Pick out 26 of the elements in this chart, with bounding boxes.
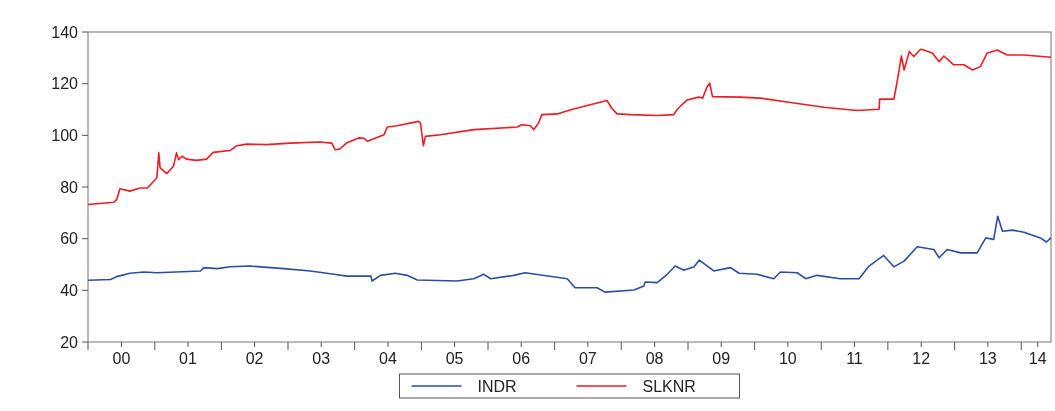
x-tick-label: 08 [645, 350, 664, 367]
x-tick-label: 13 [978, 350, 997, 367]
y-tick-label: 40 [60, 281, 79, 299]
x-tick-label: 05 [445, 350, 464, 367]
x-tick-label: 07 [578, 350, 597, 367]
x-tick-label: 03 [312, 350, 331, 367]
x-tick-label: 04 [379, 350, 398, 367]
x-tick-label: 06 [512, 350, 531, 367]
y-tick-label: 60 [60, 230, 79, 248]
line-series [87, 215, 1052, 293]
x-tick-label: 14 [1028, 350, 1047, 367]
y-tick-label: 120 [51, 75, 79, 93]
x-tick-label: 09 [712, 350, 731, 367]
x-tick-label: 01 [179, 350, 197, 367]
y-tick-label: 80 [60, 178, 79, 196]
legend-label: INDR [477, 377, 517, 395]
y-tick-label: 140 [51, 23, 79, 41]
line-series [87, 48, 1052, 206]
x-tick-label: 11 [846, 350, 863, 367]
x-tick-label: 10 [778, 350, 797, 367]
x-tick-label: 02 [245, 350, 264, 367]
y-tick-label: 20 [60, 333, 79, 351]
y-tick-label: 100 [51, 126, 79, 144]
legend-label: SLKNR [642, 377, 696, 395]
x-tick-label: 12 [912, 350, 931, 367]
x-tick-label: 00 [112, 350, 131, 367]
